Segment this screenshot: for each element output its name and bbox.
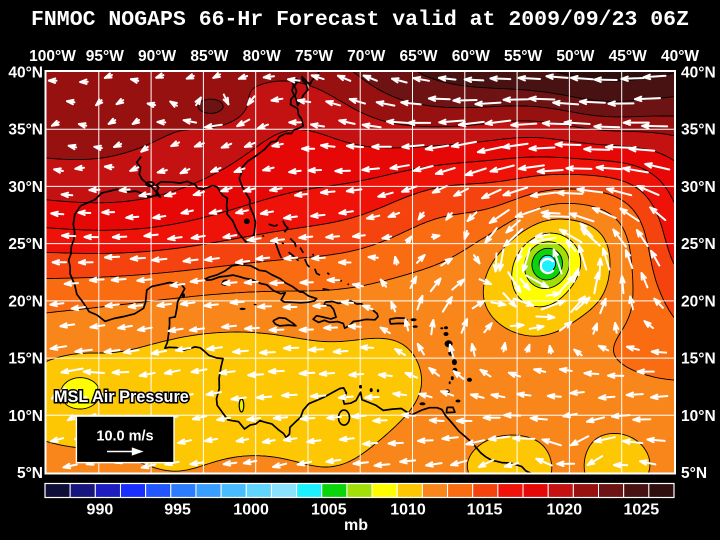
svg-text:1000: 1000	[233, 502, 269, 519]
svg-text:FNMOC NOGAPS 66-Hr Forecast va: FNMOC NOGAPS 66-Hr Forecast valid at 200…	[31, 8, 689, 32]
svg-text:95°W: 95°W	[86, 48, 124, 65]
svg-text:45°W: 45°W	[609, 48, 647, 65]
svg-text:15°N: 15°N	[8, 351, 43, 368]
svg-text:995: 995	[164, 502, 191, 519]
svg-text:40°N: 40°N	[681, 65, 716, 82]
svg-text:100°W: 100°W	[29, 48, 76, 65]
svg-text:30°N: 30°N	[8, 179, 43, 196]
svg-text:1010: 1010	[390, 502, 426, 519]
svg-text:75°W: 75°W	[295, 48, 333, 65]
svg-text:20°N: 20°N	[681, 293, 716, 310]
svg-text:30°N: 30°N	[681, 179, 716, 196]
svg-text:25°N: 25°N	[8, 236, 43, 253]
svg-text:MSL Air Pressure: MSL Air Pressure	[54, 388, 189, 406]
svg-text:10°N: 10°N	[681, 408, 716, 425]
svg-text:25°N: 25°N	[681, 236, 716, 253]
svg-text:5°N: 5°N	[681, 465, 707, 482]
svg-text:80°W: 80°W	[243, 48, 281, 65]
svg-text:70°W: 70°W	[347, 48, 385, 65]
svg-text:1005: 1005	[311, 502, 347, 519]
svg-text:20°N: 20°N	[8, 293, 43, 310]
svg-text:65°W: 65°W	[399, 48, 437, 65]
svg-text:990: 990	[87, 502, 114, 519]
svg-text:1020: 1020	[547, 502, 583, 519]
svg-text:60°W: 60°W	[452, 48, 490, 65]
svg-text:85°W: 85°W	[190, 48, 228, 65]
svg-text:15°N: 15°N	[681, 351, 716, 368]
svg-text:10.0 m/s: 10.0 m/s	[96, 429, 153, 445]
svg-text:1015: 1015	[467, 502, 503, 519]
svg-text:35°N: 35°N	[8, 122, 43, 139]
svg-text:40°N: 40°N	[8, 65, 43, 82]
svg-text:90°W: 90°W	[138, 48, 176, 65]
svg-text:10°N: 10°N	[8, 408, 43, 425]
svg-text:55°W: 55°W	[504, 48, 542, 65]
svg-text:mb: mb	[344, 517, 368, 534]
svg-text:5°N: 5°N	[17, 465, 43, 482]
svg-text:1025: 1025	[624, 502, 660, 519]
svg-text:35°N: 35°N	[681, 122, 716, 139]
svg-text:50°W: 50°W	[556, 48, 594, 65]
svg-text:40°W: 40°W	[661, 48, 699, 65]
